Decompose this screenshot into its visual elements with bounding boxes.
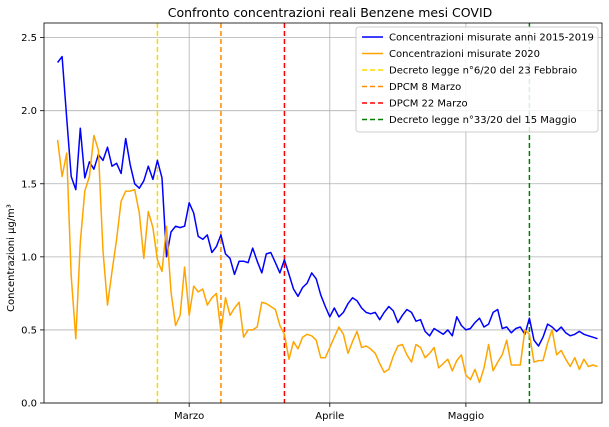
x-tick-label: Aprile: [315, 411, 344, 422]
series-lines: [56, 55, 598, 384]
x-tick-label: Maggio: [448, 411, 484, 422]
y-tick-label: 2.5: [21, 33, 37, 44]
y-tick-label: 1.0: [21, 252, 37, 263]
chart-title: Confronto concentrazioni reali Benzene m…: [168, 5, 493, 20]
y-tick-label: 0.5: [21, 325, 37, 336]
series-line: [57, 55, 598, 347]
grid: [44, 23, 602, 404]
plot-frame: [43, 22, 603, 404]
series-line: [56, 134, 598, 384]
legend-label: DPCM 8 Marzo: [389, 82, 461, 93]
axes: 0.0 0.5 1.0 1.5 2.0 2.5 Marzo Aprile Maggio: [21, 22, 603, 422]
legend-label: Concentrazioni misurate 2020: [389, 49, 540, 60]
legend-box: [355, 26, 599, 133]
x-tick-label: Marzo: [174, 411, 204, 422]
legend: Concentrazioni misurate anni 2015-2019 Co…: [355, 26, 599, 133]
legend-label: DPCM 22 Marzo: [389, 99, 468, 110]
y-tick-label: 2.0: [21, 106, 37, 117]
y-tick-label: 0.0: [21, 399, 37, 410]
legend-label: Decreto legge n°33/20 del 15 Maggio: [389, 115, 577, 126]
legend-label: Decreto legge n°6/20 del 23 Febbraio: [389, 66, 577, 77]
event-lines: [156, 23, 531, 403]
legend-label: Concentrazioni misurate anni 2015-2019: [389, 33, 594, 44]
y-tick-label: 1.5: [21, 179, 37, 190]
y-axis-label: Concentrazioni μg/m³: [6, 204, 17, 312]
